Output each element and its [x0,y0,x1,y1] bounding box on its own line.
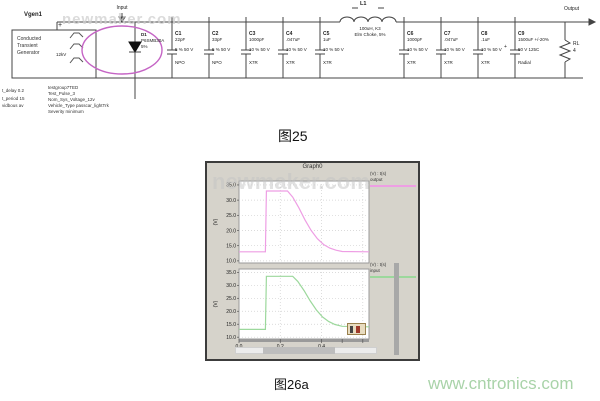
highlight-ellipse [81,25,163,75]
svg-text:15.0: 15.0 [226,322,236,328]
svg-text:10.0: 10.0 [226,259,236,265]
capacitor-c1: C1 22pF 5 % 50 V NPO [175,31,194,65]
input-legend-name: input [370,267,380,273]
diode-labels: D1 P6SMB30A 5% [141,32,165,49]
output-arrow-icon [583,18,597,26]
capacitor-c2: C2 33pF 5 % 50 V NPO [212,31,231,65]
capacitor-c8: C8 .1uF 10 % 50 V X7R [481,31,502,65]
load-labels: RL 4 [573,41,580,54]
generator-inner-label: 12kV [56,52,67,57]
svg-text:(V): (V) [213,300,219,307]
svg-text:10.0: 10.0 [226,335,236,341]
vertical-scrollbar-thumb[interactable] [394,263,399,355]
svg-text:30.0: 30.0 [226,198,236,204]
vendor-logo-icon [347,323,366,335]
watermark-site: www.cntronics.com [428,374,574,393]
schematic-wires [11,7,597,99]
c9-polarity-label: + [504,44,507,50]
graph-title: Graph0 [302,164,323,170]
svg-text:15.0: 15.0 [226,243,236,249]
generator-name: Conducted Transient Generator [17,36,42,56]
inductor-coil-icon [338,7,398,23]
figure-caption-25: 图25 [278,128,308,144]
generator-ref-label: Vgen1 [24,12,43,18]
inductor-labels: 100uH, K3 Elm Choke, 5% [354,26,386,37]
capacitor-c6: C6 1000pF 10 % 50 V X7R [407,31,428,65]
svg-text:25.0: 25.0 [226,296,236,302]
input-legend-units: (V) : t(s) [370,262,387,267]
capacitor-c7: C7 .047uF 10 % 50 V X7R [444,31,465,65]
input-legend: (V) : t(s) input [370,262,418,278]
graph-window: Graph0 35.0 30.0 25.0 20.0 15.0 10.0 (V) 35.0 30… [205,161,420,361]
output-legend-name: output [370,176,383,182]
diode-icon [128,22,142,99]
svg-text:20.0: 20.0 [226,228,236,234]
capacitor-c3: C3 1000pF 10 % 50 V X7R [249,31,270,65]
transient-waveform-icons [69,32,84,64]
capacitor-c4: C4 .047uF 10 % 50 V X7R [286,31,307,65]
output-label: Output [564,6,580,12]
svg-text:30.0: 30.0 [226,283,236,289]
watermark-graph: newmaker.com [212,169,370,194]
figure-caption-26a: 图26a [274,377,309,392]
svg-text:25.0: 25.0 [226,213,236,219]
capacitor-c9: C9 1500uF +/-20% 50 V 125C Radial [518,31,549,65]
graph-plots: 35.0 30.0 25.0 20.0 15.0 10.0 (V) 35.0 30.0 25.0 2… [213,180,370,350]
svg-text:35.0: 35.0 [226,183,236,189]
watermark-schematic: newmaker.com [62,11,182,28]
capacitor-c5: C5 1uF 10 % 50 V X7R [323,31,344,65]
resistor-icon [558,22,572,78]
output-legend: (V) : t(s) output [370,171,418,187]
generator-plus-label: + [58,22,63,29]
svg-text:35.0: 35.0 [226,270,236,276]
params-left: t_delay 0.2 t_period 15 vidbous av [2,88,25,108]
input-label: Input [116,5,128,11]
output-legend-units: (V) : t(s) [370,171,387,176]
input-arrow-icon [118,13,126,23]
svg-text:20.0: 20.0 [226,309,236,315]
inductor-ref-label: L1 [360,1,367,7]
capacitor-symbols [167,17,520,78]
output-legend-line [370,185,416,187]
params-right: testgroup7TED Test_Pulse_3 Nom_Sys_Volta… [48,85,109,114]
svg-text:(V): (V) [213,218,219,225]
input-legend-line [370,276,416,278]
horizontal-scrollbar-thumb[interactable] [263,347,335,354]
schematic-figure: Vgen1 + Conducted Transient Generator 12… [0,0,600,120]
